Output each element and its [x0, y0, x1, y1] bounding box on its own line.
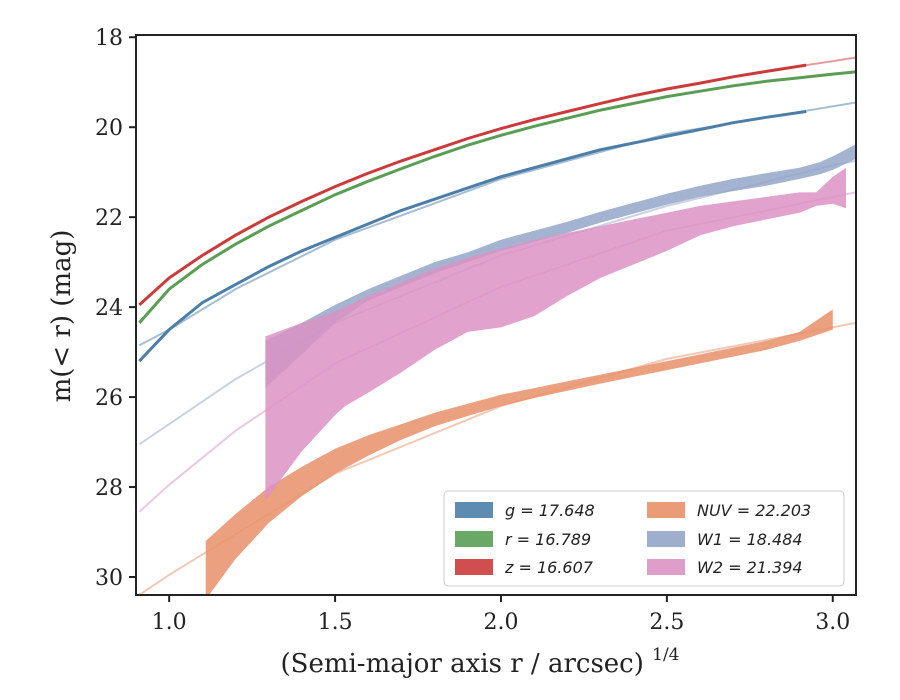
legend-label: W1 = 18.484 [697, 530, 803, 549]
legend-box [443, 490, 845, 587]
x-axis-label-exponent: 1/4 [652, 645, 679, 665]
legend-label: W2 = 21.394 [697, 558, 803, 577]
series-w2-band [265, 167, 846, 501]
legend-swatch [455, 559, 493, 575]
y-tick-label: 22 [95, 206, 123, 231]
legend-label: NUV = 22.203 [697, 501, 811, 520]
series-w1-band [265, 144, 856, 389]
axes [129, 34, 857, 602]
axes-frame [135, 34, 857, 596]
series-r-line [138, 70, 856, 324]
y-tick-label: 28 [95, 476, 123, 501]
x-axis-label: (Semi-major axis r / arcsec) 1/4 [280, 645, 679, 679]
x-tick-label: 2.0 [483, 610, 518, 635]
series-z-line [138, 63, 807, 307]
y-tick-label: 30 [95, 566, 123, 591]
legend-swatch [455, 502, 493, 518]
y-tick-label: 20 [95, 116, 123, 141]
legend-swatch [647, 502, 685, 518]
legend-swatch [647, 531, 685, 547]
x-tick-label: 3.0 [815, 610, 850, 635]
legend: g = 17.648 r = 16.789 z = 16.607 NUV = 22.2… [443, 490, 845, 587]
x-axis-label-main: (Semi-major axis r / arcsec) [280, 649, 643, 679]
x-tick-label: 1.5 [318, 610, 353, 635]
series-g-line [138, 110, 807, 363]
series-nuv-band [205, 309, 833, 595]
x-tick-label: 1.0 [152, 610, 187, 635]
series-z-model-line [806, 56, 856, 67]
y-tick-label: 26 [95, 386, 123, 411]
legend-label: z = 16.607 [504, 558, 594, 577]
x-tick-label: 2.5 [649, 610, 684, 635]
y-tick-label: 18 [95, 26, 123, 51]
y-axis-label: m(< r) (mag) [47, 230, 77, 403]
plot-area [138, 56, 856, 595]
series-group [138, 56, 856, 595]
legend-label: r = 16.789 [505, 530, 591, 549]
legend-swatch [647, 559, 685, 575]
legend-swatch [455, 531, 493, 547]
y-tick-label: 24 [95, 296, 123, 321]
legend-label: g = 17.648 [505, 501, 595, 520]
tick-labels: 1.0 1.5 2.0 2.5 3.0 18 20 22 24 26 28 30 [95, 26, 850, 635]
